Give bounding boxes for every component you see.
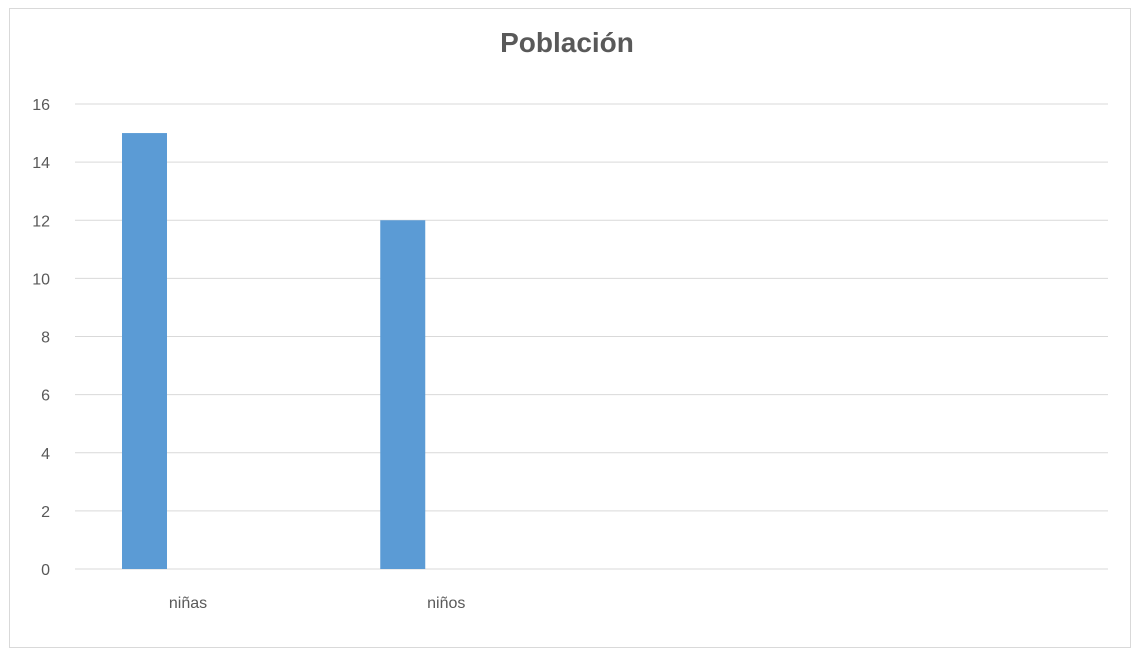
y-tick-label: 12 xyxy=(32,213,50,230)
chart-title: Población xyxy=(500,27,634,58)
y-tick-label: 4 xyxy=(41,446,50,463)
chart-frame xyxy=(9,8,1131,648)
y-tick-label: 2 xyxy=(41,504,50,521)
x-tick-label: niños xyxy=(427,595,465,612)
y-tick-label: 14 xyxy=(32,155,50,172)
bar-niños xyxy=(380,220,426,569)
y-tick-label: 10 xyxy=(32,271,50,288)
bar-chart: 0 2 4 6 8 10 12 14 16 niñas niños xyxy=(32,97,1108,612)
bars xyxy=(122,133,426,569)
y-tick-label: 0 xyxy=(41,562,50,579)
x-axis: niñas niños xyxy=(169,595,466,612)
gridlines xyxy=(75,103,1108,570)
y-tick-label: 6 xyxy=(41,388,50,405)
bar-niñas xyxy=(122,133,167,569)
y-tick-label: 16 xyxy=(32,97,50,114)
x-tick-label: niñas xyxy=(169,595,207,612)
y-axis: 0 2 4 6 8 10 12 14 16 xyxy=(32,97,50,579)
y-tick-label: 8 xyxy=(41,330,50,347)
